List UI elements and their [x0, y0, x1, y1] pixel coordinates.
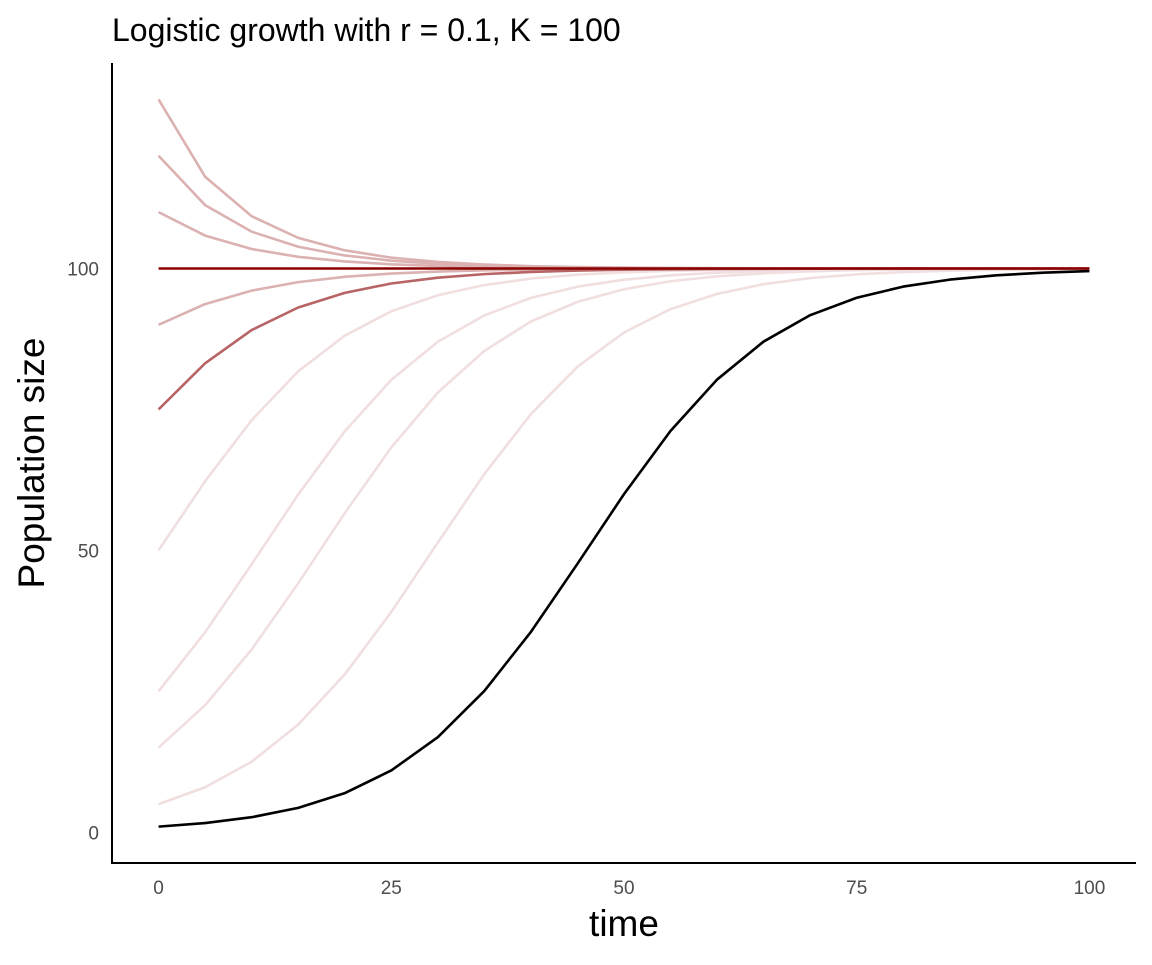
- series-line: [158, 269, 1090, 828]
- plot-area: [157, 98, 1090, 828]
- chart-title: Logistic growth with r = 0.1, K = 100: [112, 12, 621, 48]
- y-tick-label: 50: [78, 541, 99, 562]
- y-tick-label: 0: [88, 823, 99, 844]
- series-line: [157, 210, 1090, 270]
- series-line: [157, 267, 1090, 749]
- x-axis-title: time: [589, 903, 659, 944]
- y-tick-label: 100: [67, 259, 99, 280]
- series-line: [158, 267, 1090, 806]
- x-tick-label: 25: [381, 878, 402, 899]
- x-tick-label: 75: [846, 878, 867, 899]
- series-line: [157, 267, 1090, 552]
- series-line: [158, 267, 1090, 327]
- series-line: [157, 154, 1090, 270]
- series-line: [157, 98, 1090, 270]
- x-tick-label: 0: [153, 878, 164, 899]
- x-tick-label: 100: [1074, 878, 1106, 899]
- y-axis-title: Population size: [11, 338, 52, 589]
- x-tick-label: 50: [613, 878, 634, 899]
